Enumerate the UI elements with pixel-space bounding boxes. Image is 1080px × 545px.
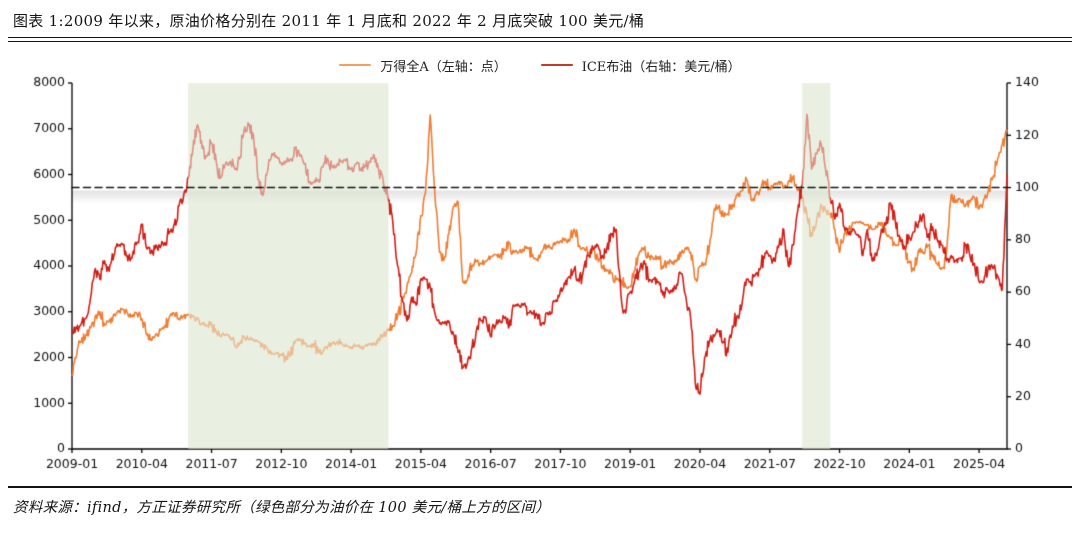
legend-label-1: ICE布油（右轴：美元/桶） [581, 59, 741, 75]
legend-item-ice-brent: ICE布油（右轴：美元/桶） [540, 56, 741, 75]
legend-item-wind-all-a: 万得全A（左轴：点） [339, 56, 507, 75]
chart-legend: 万得全A（左轴：点） ICE布油（右轴：美元/桶） [0, 54, 1080, 76]
title-divider [8, 37, 1072, 42]
footer-divider [8, 486, 1072, 488]
legend-swatch-0 [339, 63, 372, 67]
chart-canvas [0, 76, 1080, 480]
legend-label-0: 万得全A（左轴：点） [380, 59, 507, 75]
page-title: 图表 1:2009 年以来，原油价格分别在 2011 年 1 月底和 2022 … [13, 12, 645, 30]
legend-swatch-1 [540, 63, 573, 67]
source-note: 资料来源：ifind，方正证券研究所（绿色部分为油价在 100 美元/桶上方的区… [13, 500, 551, 516]
